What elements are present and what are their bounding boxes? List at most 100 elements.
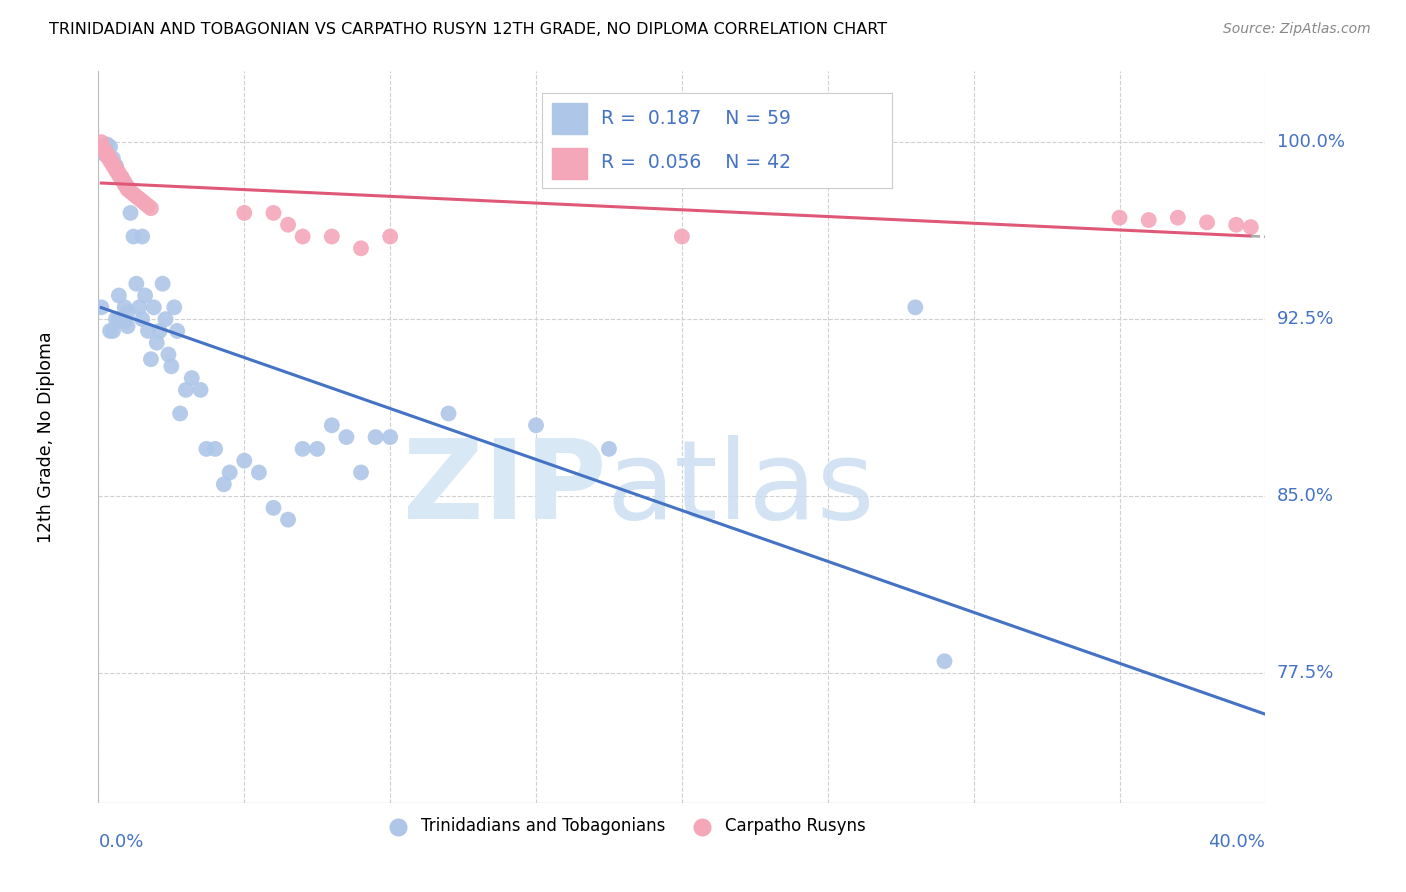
Point	[163, 301, 186, 315]
Text: ZIP: ZIP	[402, 434, 606, 541]
Point	[117, 180, 139, 194]
Point	[146, 335, 169, 350]
Text: TRINIDADIAN AND TOBAGONIAN VS CARPATHO RUSYN 12TH GRADE, NO DIPLOMA CORRELATION : TRINIDADIAN AND TOBAGONIAN VS CARPATHO R…	[49, 22, 887, 37]
Point	[90, 140, 112, 154]
Point	[350, 241, 373, 255]
Point	[364, 430, 387, 444]
Point	[277, 218, 299, 232]
Point	[321, 229, 343, 244]
Text: 40.0%: 40.0%	[1209, 833, 1265, 851]
Point	[1108, 211, 1130, 225]
Point	[96, 137, 118, 152]
Point	[1225, 218, 1247, 232]
Point	[152, 277, 174, 291]
Point	[93, 142, 115, 156]
Point	[98, 154, 121, 169]
Point	[437, 407, 460, 421]
Text: 85.0%: 85.0%	[1277, 487, 1333, 505]
Point	[117, 319, 139, 334]
Point	[98, 152, 121, 166]
Point	[233, 206, 256, 220]
Point	[101, 156, 124, 170]
Point	[111, 170, 134, 185]
Point	[128, 192, 150, 206]
Point	[122, 229, 145, 244]
Point	[101, 324, 124, 338]
Point	[98, 140, 121, 154]
Point	[380, 430, 402, 444]
Point	[195, 442, 218, 456]
Point	[934, 654, 956, 668]
Point	[204, 442, 226, 456]
Point	[104, 312, 127, 326]
Point	[114, 314, 136, 328]
Point	[291, 229, 314, 244]
Point	[190, 383, 212, 397]
Point	[169, 407, 191, 421]
Point	[1195, 215, 1218, 229]
Point	[125, 277, 148, 291]
Point	[131, 312, 153, 326]
Point	[157, 347, 180, 361]
Point	[262, 206, 284, 220]
Point	[131, 229, 153, 244]
Point	[90, 135, 112, 149]
Point	[93, 147, 115, 161]
Point	[128, 301, 150, 315]
Point	[117, 305, 139, 319]
Text: 100.0%: 100.0%	[1277, 133, 1344, 151]
Point	[212, 477, 235, 491]
Point	[321, 418, 343, 433]
Text: 92.5%: 92.5%	[1277, 310, 1334, 328]
Point	[108, 288, 131, 302]
Point	[98, 324, 121, 338]
Point	[101, 159, 124, 173]
Point	[131, 194, 153, 208]
Point	[104, 163, 127, 178]
Text: 0.0%: 0.0%	[98, 833, 143, 851]
Point	[598, 442, 620, 456]
Point	[117, 182, 139, 196]
Point	[122, 187, 145, 202]
Point	[1240, 220, 1263, 235]
Point	[139, 352, 162, 367]
Point	[291, 442, 314, 456]
Point	[350, 466, 373, 480]
Point	[139, 201, 162, 215]
Point	[160, 359, 183, 374]
Point	[307, 442, 329, 456]
Point	[671, 229, 693, 244]
Point	[90, 301, 112, 315]
Point	[125, 189, 148, 203]
Point	[134, 196, 156, 211]
Point	[111, 173, 134, 187]
Text: 77.5%: 77.5%	[1277, 664, 1334, 682]
Point	[149, 324, 172, 338]
Point	[108, 312, 131, 326]
Point	[111, 312, 134, 326]
Point	[180, 371, 202, 385]
Point	[101, 152, 124, 166]
Point	[104, 161, 127, 175]
Point	[120, 206, 142, 220]
Text: 12th Grade, No Diploma: 12th Grade, No Diploma	[37, 331, 55, 543]
Point	[134, 288, 156, 302]
Point	[114, 175, 136, 189]
Point	[108, 168, 131, 182]
Text: Source: ZipAtlas.com: Source: ZipAtlas.com	[1223, 22, 1371, 37]
Point	[114, 178, 136, 192]
Point	[96, 147, 118, 161]
Text: atlas: atlas	[606, 434, 875, 541]
Point	[136, 324, 159, 338]
Point	[277, 513, 299, 527]
Point	[1137, 213, 1160, 227]
Point	[247, 466, 270, 480]
Point	[120, 185, 142, 199]
Point	[262, 500, 284, 515]
Point	[136, 199, 159, 213]
Point	[904, 301, 927, 315]
Point	[93, 145, 115, 159]
Point	[111, 170, 134, 185]
Point	[218, 466, 240, 480]
Point	[524, 418, 547, 433]
